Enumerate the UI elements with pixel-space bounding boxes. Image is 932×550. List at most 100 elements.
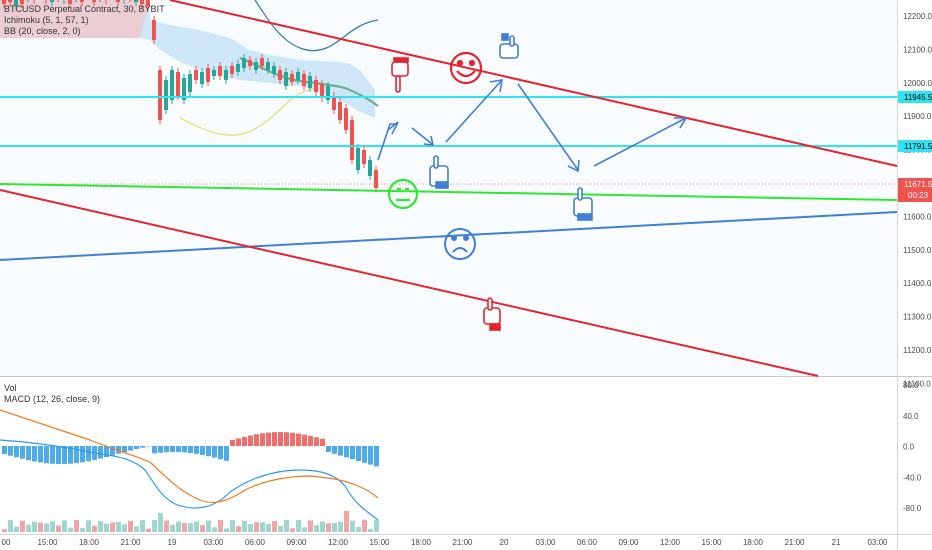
volume-bar: [194, 521, 199, 532]
volume-bar: [92, 525, 97, 532]
volume-bar: [110, 522, 115, 532]
volume-bar: [236, 526, 241, 532]
volume-bar: [350, 520, 355, 532]
macd-bar: [224, 446, 229, 461]
volume-bar: [260, 522, 265, 532]
candle-body: [200, 72, 204, 84]
macd-bar: [188, 446, 193, 454]
macd-bar: [20, 446, 25, 459]
arrowhead-1: [387, 121, 399, 135]
candle-body: [194, 70, 198, 80]
candle-body: [254, 62, 258, 70]
volume-bar: [332, 522, 337, 532]
symbol-title[interactable]: BTCUSD Perpetual Contract, 30, BYBIT: [4, 4, 165, 14]
macd-bar: [152, 446, 157, 454]
volume-bar: [266, 523, 271, 532]
blue-trendline[interactable]: [0, 211, 898, 261]
volume-bar: [80, 528, 85, 532]
time-tick-label: 03:00: [535, 538, 556, 547]
volume-bar: [62, 520, 67, 532]
projection-arrow-3: [445, 79, 503, 143]
price-tick-label: 11900.0: [903, 112, 932, 121]
ichimoku-legend[interactable]: Ichimoku (5, 1, 57, 1): [4, 15, 89, 25]
chart-legend[interactable]: BTCUSD Perpetual Contract, 30, BYBIT Ich…: [4, 4, 165, 37]
macd-bar: [314, 437, 319, 446]
volume-bar: [326, 523, 331, 532]
macd-bar: [296, 433, 301, 446]
price-tick-label: 11400.0: [903, 279, 932, 288]
upper-red-trendline[interactable]: [169, 0, 898, 167]
indicator-pane[interactable]: [0, 377, 897, 534]
lower-red-trendline[interactable]: [0, 189, 819, 377]
candle-body: [266, 62, 270, 70]
projection-arrow-5: [593, 117, 687, 167]
volume-bar: [218, 520, 223, 532]
volume-bar: [230, 520, 235, 532]
macd-tick-label: 40.0: [903, 412, 919, 421]
candle-body: [326, 86, 330, 100]
volume-bar: [344, 510, 349, 532]
macd-bar: [308, 435, 313, 446]
volume-bar: [212, 527, 217, 532]
volume-bar: [140, 520, 145, 532]
macd-bar: [14, 446, 19, 458]
volume-bar: [302, 527, 307, 532]
macd-bar: [128, 446, 133, 451]
projection-arrow-2: [411, 127, 433, 145]
macd-legend[interactable]: MACD (12, 26, close, 9): [4, 394, 101, 404]
candle-body: [134, 0, 138, 2]
price-tick-label: 11600.0: [903, 212, 932, 221]
candle-body: [284, 72, 288, 86]
last-price-label: 11671.5: [904, 180, 932, 189]
candle-body: [2, 0, 6, 4]
bollinger-legend[interactable]: BB (20, close, 2, 0): [4, 26, 81, 36]
macd-bar: [182, 446, 187, 453]
smiley-face-icon: [449, 51, 483, 85]
macd-bar: [212, 446, 217, 458]
candle-body: [290, 74, 294, 82]
volume-legend[interactable]: Vol: [4, 383, 17, 393]
price-tick-label: 12200.0: [903, 12, 932, 21]
macd-bar: [332, 446, 337, 454]
candle-body: [356, 148, 360, 170]
volume-bar: [248, 524, 253, 532]
macd-axis[interactable]: 80.0 40.0 0.0 -40.0 -80.0: [903, 381, 922, 513]
candle-body: [278, 70, 282, 80]
volume-bar: [242, 520, 247, 532]
volume-bar: [32, 521, 37, 532]
candle-body: [212, 70, 216, 76]
macd-bar: [356, 446, 361, 461]
candle-body: [320, 84, 324, 98]
candlestick-series[interactable]: [2, 0, 378, 192]
candle-body: [20, 0, 24, 4]
candle-body: [308, 76, 312, 88]
volume-bar: [146, 528, 151, 532]
macd-bar: [362, 446, 367, 463]
macd-bar: [290, 432, 295, 446]
time-tick-label: 21:00: [120, 538, 141, 547]
macd-bar: [260, 433, 265, 446]
green-trendline[interactable]: [0, 183, 898, 201]
volume-bar: [74, 520, 79, 532]
candle-body: [146, 0, 150, 6]
volume-bar: [50, 521, 55, 532]
macd-bar: [38, 446, 43, 463]
candle-body: [176, 72, 180, 96]
price-tick-label: 12000.0: [903, 79, 932, 88]
macd-bar: [2, 446, 7, 454]
ichimoku-cloud-red: [0, 0, 150, 38]
indicator-legend[interactable]: Vol MACD (12, 26, close, 9): [4, 383, 100, 405]
volume-bar: [56, 525, 61, 532]
candle-body: [374, 170, 378, 188]
volume-bar: [356, 526, 361, 532]
candle-body: [50, 0, 54, 2]
candle-body: [248, 60, 252, 66]
time-axis[interactable]: 00 15:00 18:00 21:00 19 03:00 06:00 09:00 12:00 1…: [2, 538, 889, 547]
time-tick-label: 15:00: [369, 538, 390, 547]
candle-body: [158, 70, 162, 120]
volume-bars: [2, 510, 379, 532]
projection-path[interactable]: [377, 79, 688, 173]
price-tick-label: 11300.0: [903, 313, 932, 322]
macd-bar: [344, 446, 349, 458]
